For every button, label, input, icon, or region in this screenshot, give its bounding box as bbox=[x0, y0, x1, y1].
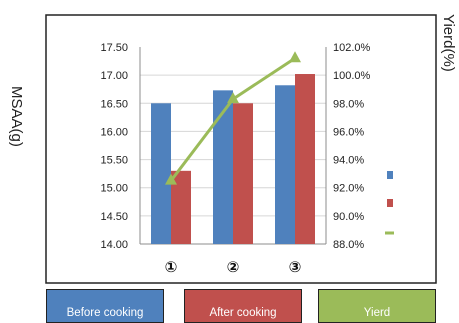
bar-after-cooking bbox=[233, 103, 253, 245]
y-left-tick-label: 15.50 bbox=[100, 155, 128, 167]
yield-point bbox=[227, 92, 239, 104]
x-tick-label: ① bbox=[165, 258, 178, 276]
y-right-tick-label: 100.0% bbox=[333, 70, 371, 82]
y-right-tick-label: 96.0% bbox=[333, 126, 364, 138]
y-left-tick-label: 17.00 bbox=[100, 70, 128, 82]
x-tick-label: ③ bbox=[289, 258, 302, 276]
y-left-axis-title: MSAA(g) bbox=[8, 86, 25, 147]
y-left-tick-label: 17.50 bbox=[100, 42, 128, 54]
tick-labels: 17.50 102.0% 17.00 100.0% 16.50 98.0% 16.00 96.… bbox=[100, 42, 370, 276]
y-left-tick-label: 14.50 bbox=[100, 211, 128, 223]
legend-after-cooking-label: After cooking bbox=[209, 307, 277, 319]
y-right-tick-label: 102.0% bbox=[333, 42, 371, 54]
y-right-tick-label: 88.0% bbox=[333, 239, 364, 251]
mini-legend bbox=[385, 171, 394, 235]
legend-yield-label: Yierd bbox=[363, 307, 391, 319]
y-left-tick-label: 14.00 bbox=[100, 239, 128, 251]
y-right-tick-label: 98.0% bbox=[333, 98, 364, 110]
y-right-axis-title: Yierd(%) bbox=[440, 14, 457, 72]
y-left-tick-label: 15.00 bbox=[100, 183, 128, 195]
yield-point bbox=[289, 51, 301, 63]
bar-before-cooking bbox=[275, 85, 295, 244]
legend-after-cooking: After cooking bbox=[184, 289, 302, 323]
yield-line bbox=[165, 51, 301, 185]
legend-before-cooking-label: Before cooking bbox=[66, 307, 144, 319]
bars bbox=[151, 74, 315, 245]
chart-frame bbox=[45, 14, 437, 284]
bar-before-cooking bbox=[213, 90, 233, 244]
y-right-tick-label: 94.0% bbox=[333, 155, 364, 167]
legend-before-cooking: Before cooking bbox=[46, 289, 164, 323]
y-right-tick-label: 90.0% bbox=[333, 211, 364, 223]
y-left-tick-label: 16.50 bbox=[100, 98, 128, 110]
bar-after-cooking bbox=[171, 170, 191, 244]
bar-before-cooking bbox=[151, 103, 171, 245]
mini-legend-after-marker bbox=[387, 199, 393, 207]
yield-point bbox=[165, 173, 177, 185]
x-tick-label: ② bbox=[227, 258, 240, 276]
y-right-tick-label: 92.0% bbox=[333, 183, 364, 195]
legend-yield: Yierd bbox=[318, 289, 436, 323]
y-left-tick-label: 16.00 bbox=[100, 126, 128, 138]
bar-after-cooking bbox=[295, 74, 315, 244]
mini-legend-before-marker bbox=[387, 171, 393, 179]
